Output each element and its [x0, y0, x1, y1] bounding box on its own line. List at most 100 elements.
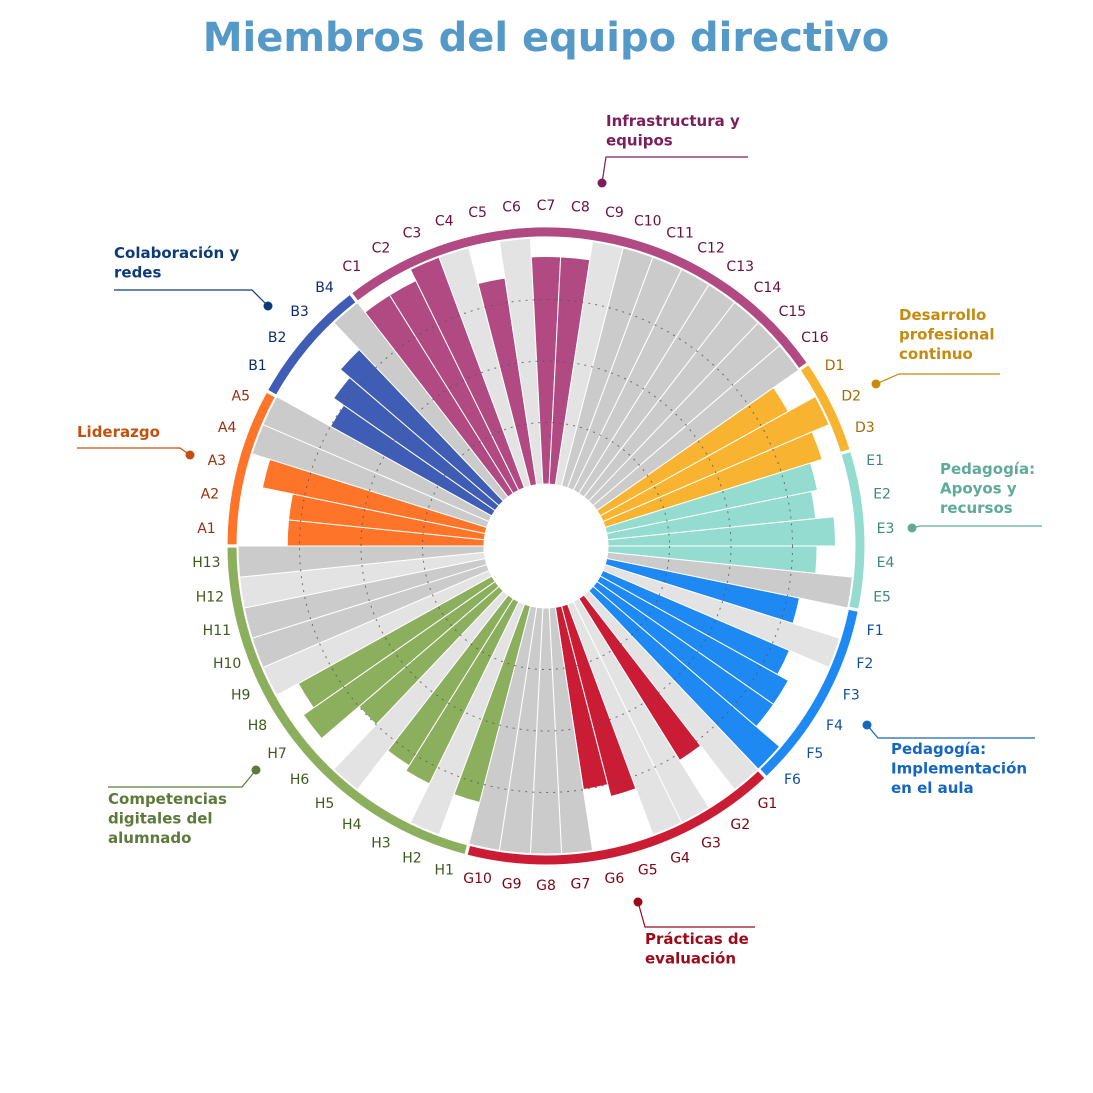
group-ring [227, 547, 467, 854]
group-label: Pedagogía: Implementación en el aula [891, 740, 1032, 797]
group-label-line: continuo [899, 345, 973, 363]
bar [602, 431, 823, 529]
category-label: C6 [502, 200, 521, 216]
category-label: C5 [468, 205, 487, 221]
category-label: H6 [290, 772, 310, 788]
bar [592, 344, 800, 512]
leader-line [911, 525, 1042, 529]
category-label: F1 [867, 623, 884, 639]
group-ring [352, 227, 807, 368]
group-label-line: redes [114, 264, 161, 282]
category-label: C4 [435, 214, 454, 230]
category-label: H12 [196, 589, 224, 605]
group-ring [467, 771, 765, 865]
grid-circle [422, 422, 670, 670]
bar [560, 603, 637, 798]
group-label-line: Apoyos y [940, 480, 1022, 498]
group-ring [841, 452, 865, 609]
group-label: Infrastructura y equipos [606, 112, 745, 150]
category-label: F4 [826, 718, 843, 734]
category-label: B4 [315, 280, 334, 296]
bar [333, 301, 509, 502]
category-label: H1 [434, 862, 453, 878]
category-label: C10 [634, 214, 662, 230]
category-label: C11 [666, 226, 694, 242]
group-label-line: Pedagogía: [891, 740, 991, 758]
group-label: Pedagogía: Apoyos y recursos [940, 460, 1040, 517]
category-label: C1 [342, 259, 361, 275]
group-label-line: profesional [899, 326, 1000, 344]
group-ring [227, 392, 275, 545]
bar [262, 395, 493, 523]
category-label: A5 [232, 388, 250, 404]
group-label: Desarrollo profesional continuo [899, 306, 1000, 363]
group-label-line: Competencias [108, 790, 232, 808]
bar [333, 590, 509, 791]
group-label-line: evaluación [645, 950, 736, 968]
bar [607, 516, 837, 547]
group-ring [800, 365, 850, 452]
group-ring [268, 295, 356, 395]
category-label: D3 [855, 420, 875, 436]
category-label: F6 [784, 772, 801, 788]
leader-line [77, 447, 191, 456]
bar [438, 247, 532, 489]
group-label-line: Infrastructura y [606, 112, 745, 130]
grid-circle [299, 299, 793, 793]
category-label: H7 [267, 746, 286, 762]
leader-line [866, 724, 1035, 739]
category-label: E1 [866, 453, 884, 469]
bar [566, 600, 683, 836]
category-label: A1 [197, 521, 215, 537]
leader-dot [251, 765, 261, 775]
group-label-line: Liderazgo [77, 423, 160, 441]
category-label: G2 [730, 817, 750, 833]
category-label: C15 [779, 304, 807, 320]
leader-line [875, 373, 1000, 385]
bar [405, 597, 520, 785]
group-label: Competencias digitales del alumnado [108, 790, 232, 847]
leader-dot [185, 450, 195, 460]
bar [604, 462, 819, 535]
leader-dot [263, 301, 273, 311]
category-label: E5 [873, 589, 891, 605]
group-label-line: Colaboración y [114, 244, 244, 262]
group-ring [760, 609, 858, 776]
group-label-line: equipos [606, 132, 673, 150]
leader-dot [633, 897, 643, 907]
group-label: Prácticas de evaluación [645, 930, 754, 968]
category-label: C14 [754, 280, 782, 296]
leader-line [601, 156, 748, 184]
category-label: D1 [825, 358, 845, 374]
category-label: A2 [201, 487, 219, 503]
category-label: G5 [638, 862, 658, 878]
category-label: H11 [203, 623, 231, 639]
category-label: C16 [801, 330, 829, 346]
leader-dot [862, 720, 872, 730]
category-label: E4 [877, 555, 895, 571]
category-label: E2 [873, 487, 891, 503]
group-label-line: Desarrollo [899, 306, 992, 324]
category-label: H2 [402, 850, 421, 866]
bar [602, 563, 841, 669]
leader-dot [597, 178, 607, 188]
category-label: C13 [726, 259, 754, 275]
category-label: A3 [208, 453, 226, 469]
category-label: B2 [268, 330, 287, 346]
category-label: C8 [571, 200, 590, 216]
category-label: G1 [758, 796, 778, 812]
chart-title: Miembros del equipo directivo [203, 15, 890, 61]
bar [599, 395, 830, 523]
category-label: F2 [856, 656, 873, 672]
category-label: G4 [670, 850, 690, 866]
category-label: G10 [463, 871, 492, 887]
group-label-line: alumnado [108, 829, 191, 847]
leader-line [108, 769, 257, 788]
bar [409, 600, 526, 836]
group-label-line: Pedagogía: [940, 460, 1040, 478]
group-label-line: Prácticas de [645, 930, 754, 948]
category-label: G3 [701, 835, 721, 851]
category-label: A4 [218, 420, 237, 436]
category-label: C12 [697, 241, 725, 257]
